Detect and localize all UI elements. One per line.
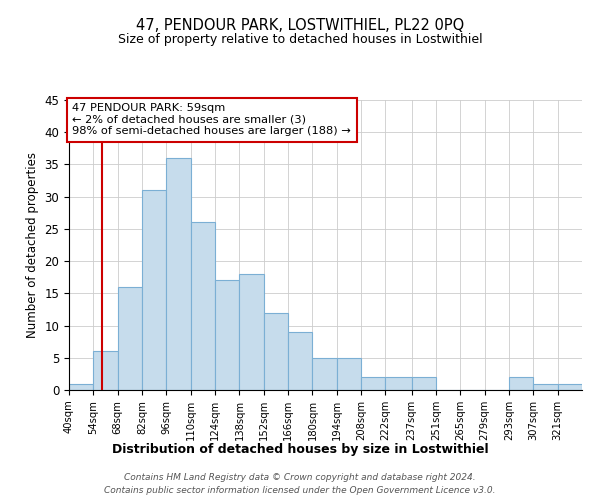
Bar	[412, 377, 436, 390]
Bar	[264, 312, 288, 390]
Text: 47 PENDOUR PARK: 59sqm
← 2% of detached houses are smaller (3)
98% of semi-detac: 47 PENDOUR PARK: 59sqm ← 2% of detached …	[73, 103, 351, 136]
Text: Distribution of detached houses by size in Lostwithiel: Distribution of detached houses by size …	[112, 442, 488, 456]
Text: Size of property relative to detached houses in Lostwithiel: Size of property relative to detached ho…	[118, 32, 482, 46]
Bar	[337, 358, 361, 390]
Bar	[239, 274, 264, 390]
Bar	[69, 384, 94, 390]
Bar	[166, 158, 191, 390]
Bar	[313, 358, 337, 390]
Bar	[385, 377, 412, 390]
Text: 47, PENDOUR PARK, LOSTWITHIEL, PL22 0PQ: 47, PENDOUR PARK, LOSTWITHIEL, PL22 0PQ	[136, 18, 464, 32]
Bar	[361, 377, 385, 390]
Text: Contains public sector information licensed under the Open Government Licence v3: Contains public sector information licen…	[104, 486, 496, 495]
Bar	[288, 332, 313, 390]
Bar	[215, 280, 239, 390]
Text: Contains HM Land Registry data © Crown copyright and database right 2024.: Contains HM Land Registry data © Crown c…	[124, 472, 476, 482]
Bar	[142, 190, 166, 390]
Bar	[118, 287, 142, 390]
Bar	[94, 352, 118, 390]
Bar	[509, 377, 533, 390]
Bar	[191, 222, 215, 390]
Bar	[533, 384, 557, 390]
Bar	[557, 384, 582, 390]
Y-axis label: Number of detached properties: Number of detached properties	[26, 152, 39, 338]
